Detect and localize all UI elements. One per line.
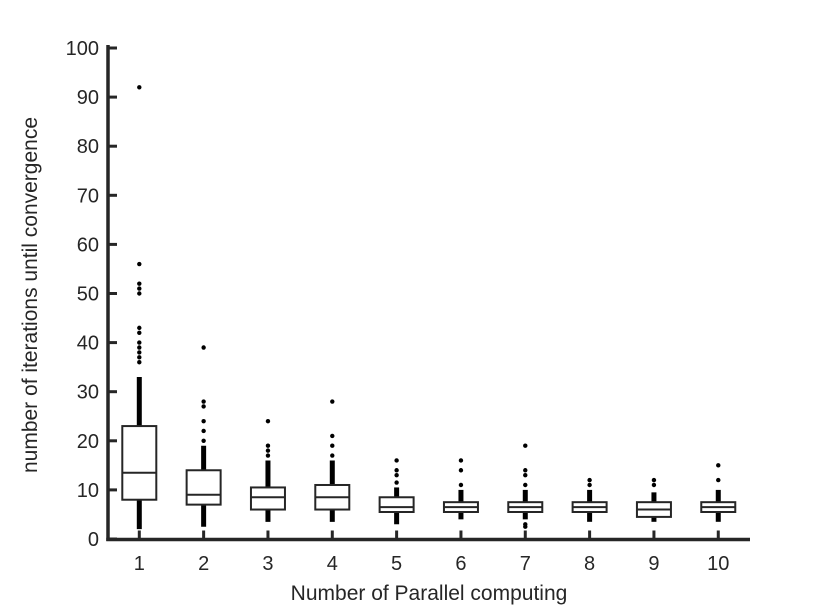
y-tick-label: 40 bbox=[77, 333, 99, 355]
x-tick-label: 5 bbox=[391, 553, 402, 575]
outlier-point bbox=[394, 480, 399, 485]
outlier-point bbox=[137, 325, 142, 331]
box bbox=[121, 425, 158, 501]
outlier-point bbox=[330, 443, 335, 448]
outlier-point bbox=[201, 428, 206, 434]
outlier-point bbox=[137, 286, 142, 291]
outlier-point bbox=[523, 524, 528, 529]
outlier-point bbox=[137, 355, 142, 360]
outlier-point bbox=[137, 261, 142, 267]
outlier-point bbox=[201, 404, 206, 409]
outlier-point bbox=[458, 468, 464, 473]
box bbox=[185, 469, 222, 506]
outlier-point bbox=[265, 448, 271, 453]
outlier-point bbox=[458, 482, 464, 488]
outlier-point bbox=[523, 482, 528, 488]
y-tick-label: 70 bbox=[77, 185, 99, 207]
y-tick-label: 10 bbox=[77, 480, 99, 502]
y-tick-label: 80 bbox=[77, 136, 99, 158]
outlier-point bbox=[523, 443, 528, 448]
outlier-point bbox=[201, 418, 206, 424]
outlier-point bbox=[201, 399, 206, 404]
outlier-point bbox=[587, 477, 592, 483]
x-axis-label: Number of Parallel computing bbox=[290, 582, 568, 605]
outlier-point bbox=[523, 468, 528, 473]
outlier-point bbox=[201, 438, 206, 443]
box bbox=[378, 496, 415, 513]
outlier-point bbox=[137, 330, 142, 335]
outlier-point bbox=[458, 458, 464, 463]
outlier-point bbox=[137, 345, 142, 350]
outlier-point bbox=[265, 443, 271, 448]
y-tick-label: 0 bbox=[88, 529, 99, 551]
outlier-point bbox=[137, 340, 142, 345]
outlier-point bbox=[265, 418, 271, 424]
outlier-point bbox=[137, 281, 142, 286]
x-tick-label: 6 bbox=[455, 553, 466, 575]
y-tick-label: 100 bbox=[66, 38, 99, 60]
x-tick-label: 7 bbox=[520, 553, 531, 575]
outlier-point bbox=[716, 463, 721, 468]
outlier-point bbox=[330, 453, 335, 458]
outlier-point bbox=[716, 477, 721, 483]
x-tick-label: 2 bbox=[198, 553, 209, 575]
outlier-point bbox=[265, 453, 271, 458]
x-tick-label: 8 bbox=[584, 553, 595, 575]
outlier-point bbox=[201, 345, 206, 350]
outlier-point bbox=[587, 482, 592, 488]
outlier-point bbox=[330, 433, 335, 439]
x-tick-label: 4 bbox=[327, 553, 338, 575]
y-tick-label: 60 bbox=[77, 234, 99, 256]
box bbox=[249, 486, 286, 511]
outlier-point bbox=[651, 482, 657, 488]
y-axis-label: number of iterations until convergence bbox=[19, 116, 42, 474]
outlier-point bbox=[137, 360, 142, 365]
outlier-point bbox=[394, 468, 399, 473]
y-tick-label: 20 bbox=[77, 431, 99, 453]
y-tick-label: 90 bbox=[77, 87, 99, 109]
y-tick-label: 50 bbox=[77, 284, 99, 306]
y-tick-label: 30 bbox=[77, 382, 99, 404]
outlier-point bbox=[651, 477, 657, 483]
x-tick-label: 9 bbox=[648, 553, 659, 575]
outlier-point bbox=[137, 85, 142, 90]
outlier-point bbox=[137, 350, 142, 355]
outlier-point bbox=[137, 291, 142, 296]
outlier-point bbox=[330, 399, 335, 404]
outlier-point bbox=[394, 458, 399, 463]
x-tick-label: 1 bbox=[134, 553, 145, 575]
outlier-point bbox=[394, 472, 399, 478]
x-tick-label: 10 bbox=[707, 553, 729, 575]
x-tick-label: 3 bbox=[262, 553, 273, 575]
outlier-point bbox=[523, 472, 528, 478]
